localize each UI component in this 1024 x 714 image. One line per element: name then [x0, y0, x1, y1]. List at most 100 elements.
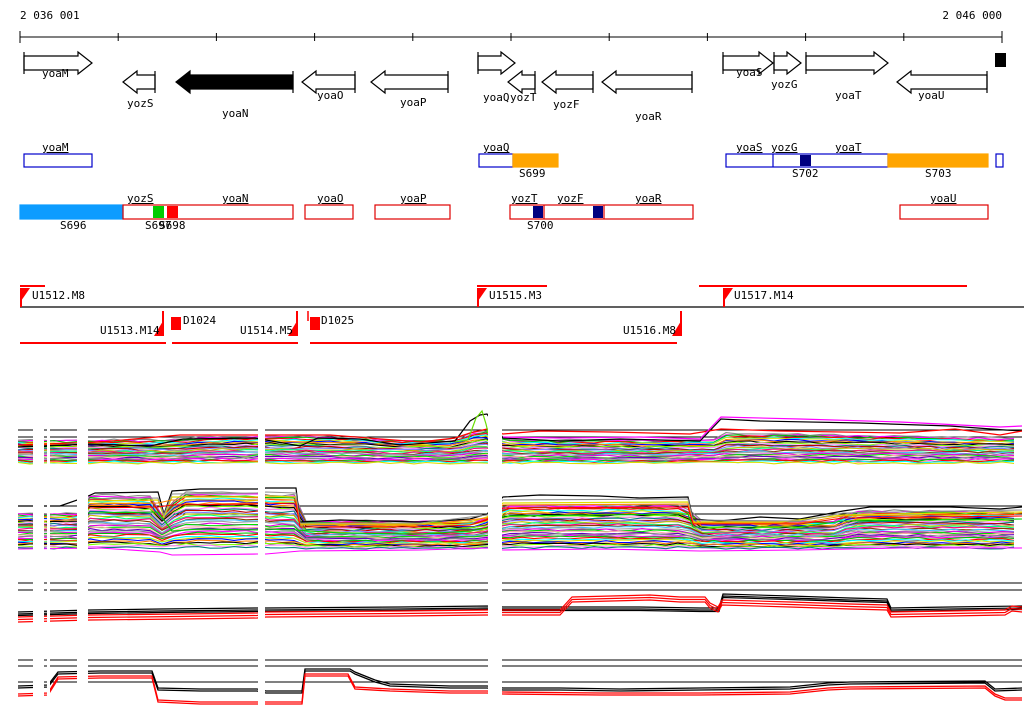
segment-id-S703: S703 [925, 167, 952, 180]
segment-gene-link-yozS[interactable]: yozS [127, 192, 154, 205]
gene-arrow-partial[interactable] [995, 53, 1006, 67]
gene-label-yoaN: yoaN [222, 107, 249, 120]
segment-navy-block[interactable] [533, 206, 543, 218]
gene-arrow-yoaM[interactable] [23, 50, 93, 76]
segment-navy-block[interactable] [800, 155, 811, 166]
segment-green-block[interactable] [153, 206, 164, 218]
trace-line [17, 670, 1023, 694]
trace-line [85, 511, 1023, 535]
tu-label-U1514.M5[interactable]: U1514.M5 [240, 324, 293, 337]
segment-id-S702: S702 [792, 167, 819, 180]
segment-id-S699: S699 [519, 167, 546, 180]
trace-line [17, 495, 1015, 526]
tu-end-flag[interactable] [672, 321, 681, 336]
gene-arrow-yoaQ[interactable] [477, 50, 516, 76]
trace-line [85, 498, 1023, 526]
segment-box[interactable] [374, 204, 451, 220]
segment-box[interactable] [122, 204, 294, 220]
segment-gene-link-yozF[interactable]: yozF [557, 192, 584, 205]
gene-label-yoaU: yoaU [918, 89, 945, 102]
tu-end-flag[interactable] [154, 321, 163, 336]
trace-line [17, 508, 1015, 532]
gene-arrow-yoaR[interactable] [601, 69, 693, 95]
tu-start-flag[interactable] [478, 288, 487, 301]
trace-line [17, 459, 1015, 463]
tu-downstream-marker[interactable] [310, 317, 320, 330]
missing-data-gap [77, 405, 88, 714]
trace-line [17, 536, 1015, 546]
segment-box[interactable] [509, 204, 694, 220]
trace-line [17, 438, 1015, 448]
tu-start-flag[interactable] [21, 288, 30, 301]
trace-line [17, 442, 1015, 452]
gene-arrow-yoaU[interactable] [896, 69, 988, 95]
tu-end-flag[interactable] [288, 321, 297, 336]
trace-line [17, 516, 1015, 536]
segment-box[interactable] [887, 153, 989, 168]
trace-line [17, 428, 1023, 446]
segment-box[interactable] [19, 204, 124, 220]
trace-line [502, 416, 1023, 440]
gene-arrow-yoaT[interactable] [805, 50, 889, 76]
tu-label-U1513.M14[interactable]: U1513.M14 [100, 324, 160, 337]
tu-label-U1512.M8[interactable]: U1512.M8 [32, 289, 85, 302]
segment-gene-link-yoaO[interactable]: yoaO [317, 192, 344, 205]
trace-line [17, 439, 1015, 449]
trace-line [17, 539, 1015, 547]
gene-arrow-yoaP[interactable] [370, 69, 449, 95]
segment-box[interactable] [304, 204, 354, 220]
tu-downstream-marker[interactable] [171, 317, 181, 330]
segment-box[interactable] [478, 153, 514, 168]
trace-line [17, 595, 1023, 615]
gene-label-yoaS: yoaS [736, 66, 763, 79]
trace-line [17, 668, 1023, 692]
tu-label-U1516.M8[interactable]: U1516.M8 [623, 324, 676, 337]
trace-line [17, 547, 1022, 556]
segment-gene-link-yoaM[interactable]: yoaM [42, 141, 69, 154]
segment-gene-link-yoaP[interactable]: yoaP [400, 192, 427, 205]
segment-box[interactable] [899, 204, 989, 220]
segment-id-S697: S697 [145, 219, 172, 232]
segment-gene-link-yoaQ[interactable]: yoaQ [483, 141, 510, 154]
tu-label-D1025[interactable]: D1025 [321, 314, 355, 327]
missing-data-gap [258, 405, 265, 714]
segment-box[interactable] [512, 153, 559, 168]
trace-line [17, 506, 1015, 531]
trace-line [17, 432, 1015, 443]
gene-label-yoaO: yoaO [317, 89, 344, 102]
trace-line [17, 514, 1015, 535]
segment-red-block[interactable] [167, 206, 178, 218]
missing-data-gap [47, 405, 50, 714]
panel-3 [17, 582, 1023, 623]
segment-gene-link-yozT[interactable]: yozT [511, 192, 538, 205]
segment-gene-link-yoaR[interactable]: yoaR [635, 192, 662, 205]
trace-line [17, 413, 1023, 448]
segment-box[interactable] [23, 153, 93, 168]
trace-line [17, 593, 1023, 613]
gene-arrow-yoaO[interactable] [301, 69, 356, 95]
segment-id-S698: S698 [159, 219, 186, 232]
segment-gene-link-yoaN[interactable]: yoaN [222, 192, 249, 205]
segment-id-S700: S700 [527, 219, 554, 232]
segment-gene-link-yoaU[interactable]: yoaU [930, 192, 957, 205]
segment-gene-link-yozG[interactable]: yozG [771, 141, 798, 154]
segment-navy-block[interactable] [593, 206, 603, 218]
tu-label-U1515.M3[interactable]: U1515.M3 [489, 289, 542, 302]
segment-gene-link-yoaS[interactable]: yoaS [736, 141, 763, 154]
ruler-start-coordinate: 2 036 001 [20, 9, 80, 22]
trace-line [17, 458, 1015, 463]
segment-gene-link-yoaT[interactable]: yoaT [835, 141, 862, 154]
gene-arrow-yoaN[interactable] [175, 69, 294, 95]
tu-label-U1517.M14[interactable]: U1517.M14 [734, 289, 794, 302]
gene-arrow-yoaS[interactable] [722, 50, 774, 76]
segment-box[interactable] [995, 153, 1004, 168]
tu-label-D1024[interactable]: D1024 [183, 314, 217, 327]
gene-label-yoaT: yoaT [835, 89, 862, 102]
trace-line [17, 535, 1015, 545]
tu-start-flag[interactable] [724, 288, 733, 301]
gene-arrow-yozF[interactable] [541, 69, 594, 95]
gene-arrow-yozS[interactable] [122, 69, 156, 95]
gene-arrow-yozT[interactable] [507, 69, 536, 95]
gene-arrow-yozG[interactable] [773, 50, 802, 76]
